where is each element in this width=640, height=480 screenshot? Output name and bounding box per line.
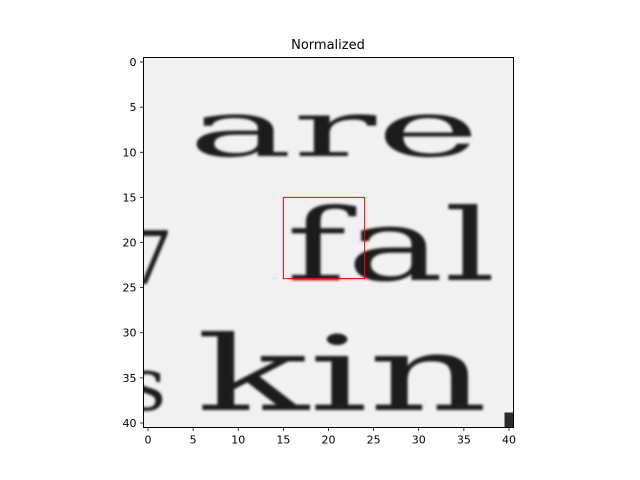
image-text-7: 7 <box>126 216 173 302</box>
x-axis: 0 5 10 15 20 25 30 35 40 <box>145 427 516 447</box>
y-tick-label: 10 <box>123 146 137 159</box>
y-tick-label: 20 <box>123 237 137 250</box>
image-text-s: s <box>128 342 166 428</box>
x-tick-label: 30 <box>412 434 426 447</box>
image-text-kin: kin <box>196 313 488 435</box>
x-tick-label: 5 <box>190 434 197 447</box>
x-tick-label: 15 <box>276 434 290 447</box>
image-background <box>143 57 514 428</box>
y-tick-label: 35 <box>123 372 137 385</box>
image-text-are: are <box>188 85 480 175</box>
image-text-fal: fal <box>286 187 496 304</box>
x-tick-label: 10 <box>231 434 245 447</box>
x-tick-label: 0 <box>145 434 152 447</box>
y-tick-label: 5 <box>130 101 137 114</box>
y-tick-label: 30 <box>123 327 137 340</box>
chart-title: Normalized <box>291 38 365 53</box>
x-tick-label: 35 <box>457 434 471 447</box>
y-tick-label: 40 <box>123 417 137 430</box>
image-corner-pixel <box>504 412 514 428</box>
y-tick-label: 15 <box>123 191 137 204</box>
image-area: are 7 fal s kin <box>126 57 514 435</box>
x-tick-label: 20 <box>322 434 336 447</box>
x-tick-label: 25 <box>367 434 381 447</box>
highlight-box <box>282 196 366 280</box>
y-tick-label: 25 <box>123 282 137 295</box>
y-tick-label: 0 <box>130 56 137 69</box>
x-tick-label: 40 <box>502 434 516 447</box>
y-axis: 0 5 10 15 20 25 30 35 40 <box>123 56 144 430</box>
